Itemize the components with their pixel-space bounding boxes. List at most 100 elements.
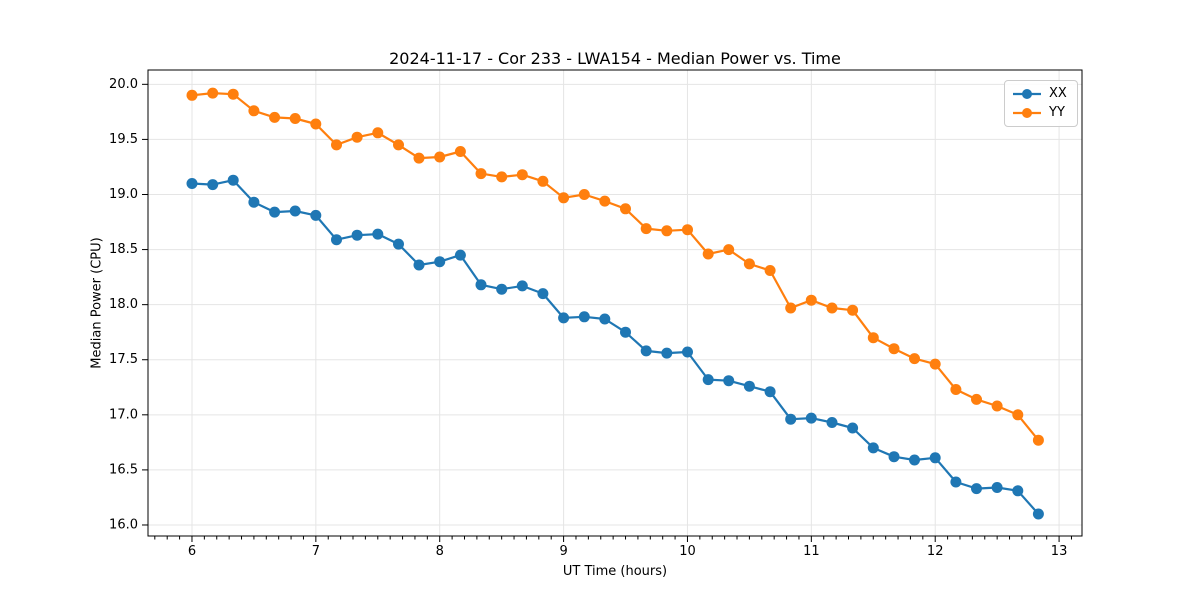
legend: XX YY	[1004, 80, 1078, 127]
y-tick-label-16: 16.0	[109, 517, 138, 532]
data-point-YY	[888, 343, 900, 355]
legend-label-XX: XX	[1049, 86, 1067, 101]
data-point-YY	[640, 223, 652, 235]
data-point-XX	[785, 413, 797, 425]
data-point-YY	[620, 203, 631, 215]
data-point-XX	[764, 386, 776, 398]
data-point-XX	[971, 483, 982, 495]
data-point-YY	[475, 168, 487, 180]
y-tick-label-20: 20.0	[109, 77, 138, 92]
data-point-XX	[1012, 485, 1024, 497]
data-point-XX	[805, 412, 817, 424]
data-point-XX	[867, 442, 879, 454]
legend-marker-YY	[1013, 108, 1041, 118]
y-axis-label: Median Power (CPU)	[89, 237, 105, 369]
data-point-XX	[393, 238, 404, 250]
data-point-XX	[207, 179, 219, 191]
data-point-XX	[558, 312, 570, 324]
data-point-XX	[950, 476, 962, 488]
legend-item-YY: YY	[1012, 104, 1067, 122]
data-point-XX	[434, 256, 446, 268]
data-point-YY	[661, 225, 673, 237]
data-point-XX	[682, 346, 693, 358]
data-point-XX	[248, 196, 260, 208]
x-tick-label-9: 9	[559, 544, 567, 559]
y-tick-label-16.5: 16.5	[109, 462, 138, 477]
y-tick-label-18.5: 18.5	[109, 242, 138, 257]
data-point-XX	[578, 311, 590, 323]
data-point-YY	[289, 113, 301, 124]
data-point-XX	[1032, 508, 1044, 520]
data-point-XX	[702, 374, 714, 386]
data-point-YY	[434, 151, 446, 163]
y-tick-label-17.5: 17.5	[109, 352, 138, 367]
data-point-XX	[227, 174, 239, 186]
data-point-YY	[351, 131, 363, 143]
data-point-YY	[723, 244, 735, 256]
ticks	[142, 83, 1072, 542]
data-point-YY	[393, 139, 404, 151]
data-point-XX	[929, 452, 941, 464]
data-point-YY	[805, 294, 817, 306]
data-point-YY	[764, 265, 776, 276]
chart-title: 2024-11-17 - Cor 233 - LWA154 - Median P…	[389, 49, 841, 68]
x-tick-label-7: 7	[312, 544, 320, 559]
y-tick-label-17: 17.0	[109, 407, 138, 422]
data-point-XX	[475, 279, 487, 291]
data-point-XX	[372, 228, 384, 240]
legend-dot-XX	[1022, 89, 1032, 99]
data-point-YY	[516, 169, 528, 181]
data-point-XX	[599, 313, 611, 325]
data-point-YY	[537, 175, 549, 187]
data-point-YY	[991, 400, 1003, 412]
data-point-YY	[558, 192, 570, 204]
x-tick-label-6: 6	[188, 544, 196, 559]
series-XX	[186, 174, 1044, 520]
data-point-XX	[351, 229, 363, 241]
data-point-YY	[496, 171, 508, 183]
y-tick-label-19: 19.0	[109, 187, 138, 202]
data-point-YY	[867, 332, 879, 344]
data-point-YY	[269, 111, 281, 123]
data-point-XX	[661, 347, 673, 359]
data-point-YY	[929, 358, 941, 370]
data-point-YY	[702, 248, 714, 260]
data-point-XX	[620, 326, 631, 338]
data-point-XX	[640, 345, 652, 357]
legend-item-XX: XX	[1012, 85, 1067, 103]
data-point-YY	[227, 88, 239, 100]
legend-label-YY: YY	[1049, 105, 1065, 120]
x-tick-label-11: 11	[803, 544, 820, 559]
data-point-XX	[310, 209, 322, 221]
x-axis-label: UT Time (hours)	[562, 564, 668, 579]
data-point-XX	[847, 422, 859, 434]
data-point-YY	[248, 105, 260, 117]
data-point-XX	[743, 380, 755, 392]
y-tick-label-19.5: 19.5	[109, 132, 138, 147]
data-point-YY	[1012, 409, 1024, 421]
data-point-YY	[971, 393, 982, 405]
data-point-YY	[578, 189, 590, 200]
data-point-XX	[186, 178, 198, 189]
data-point-XX	[413, 259, 425, 271]
data-point-XX	[826, 417, 838, 428]
data-point-XX	[496, 283, 508, 295]
data-point-XX	[991, 482, 1003, 493]
legend-dot-YY	[1022, 108, 1032, 118]
series-YY	[186, 87, 1044, 446]
data-point-XX	[516, 280, 528, 292]
data-point-YY	[310, 118, 322, 130]
data-point-YY	[331, 139, 342, 151]
data-point-XX	[537, 288, 549, 300]
data-point-XX	[454, 249, 466, 261]
data-point-XX	[888, 451, 900, 463]
grid	[148, 70, 1082, 536]
plot-border	[147, 69, 1083, 537]
x-tick-label-10: 10	[679, 544, 696, 559]
data-point-XX	[331, 234, 342, 246]
data-point-YY	[413, 152, 425, 164]
y-tick-label-18: 18.0	[109, 297, 138, 312]
data-point-XX	[289, 205, 301, 217]
